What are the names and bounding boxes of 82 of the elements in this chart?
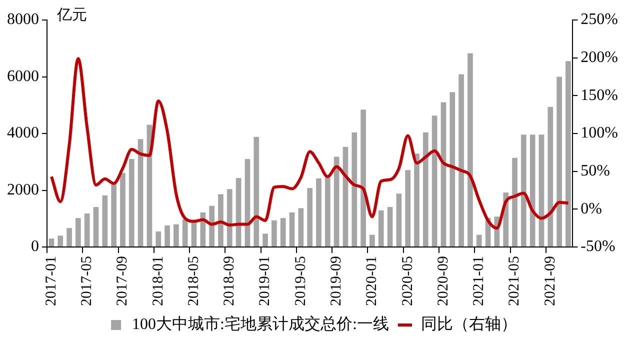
bar: [244, 159, 250, 247]
bar: [298, 208, 304, 247]
bar: [280, 218, 286, 247]
y-tick-label: 8000: [7, 11, 39, 28]
bar: [156, 231, 162, 247]
x-tick-label: 2019-05: [292, 256, 309, 306]
bar: [66, 228, 72, 247]
bar: [476, 234, 482, 247]
bar: [387, 206, 393, 247]
x-tick-label: 2017-05: [79, 256, 96, 306]
bar: [405, 170, 411, 247]
bar: [182, 219, 188, 247]
bar: [450, 92, 456, 247]
bar: [84, 214, 90, 247]
y-tick-label: 2000: [7, 181, 39, 198]
x-tick-label: 2017-01: [43, 256, 60, 306]
bar: [324, 178, 330, 247]
bar: [254, 136, 260, 247]
y2-tick-label: 250%: [580, 11, 618, 28]
bar: [218, 194, 224, 247]
x-tick-label: 2020-05: [400, 256, 416, 306]
x-tick-label: 2019-01: [257, 256, 274, 306]
y2-tick-label: -50%: [580, 238, 616, 256]
bar: [512, 158, 518, 247]
bar: [93, 206, 99, 247]
x-tick-label: 2019-09: [328, 256, 345, 306]
bar: [111, 184, 116, 247]
x-tick-label: 2021-05: [506, 256, 523, 306]
bar: [272, 220, 277, 247]
x-tick-label: 2017-09: [114, 256, 131, 306]
bar: [556, 76, 562, 247]
bar: [440, 102, 446, 247]
bar: [530, 134, 536, 247]
bar: [468, 53, 473, 247]
bar: [128, 159, 134, 247]
bar: [566, 61, 571, 247]
bar: [432, 116, 438, 247]
x-tick-label: 2021-01: [471, 256, 488, 306]
x-tick-label: 2021-09: [542, 256, 558, 306]
x-tick-label: 2018-09: [222, 256, 238, 306]
y-tick-label: 6000: [7, 68, 39, 85]
y2-tick-label: 150%: [580, 86, 618, 104]
bar: [209, 206, 214, 247]
bar: [76, 218, 81, 247]
bar: [174, 224, 179, 247]
bar: [396, 194, 402, 247]
bar: [458, 74, 464, 247]
bar: [262, 234, 268, 247]
x-tick-label: 2018-05: [186, 256, 202, 306]
bar: [422, 132, 428, 247]
bar: [316, 178, 322, 247]
bar: [360, 110, 366, 247]
x-tick-label: 2018-01: [150, 256, 166, 306]
bar: [226, 189, 232, 247]
bar: [164, 225, 170, 247]
bar: [414, 154, 420, 247]
y-tick-label: 4000: [7, 124, 39, 142]
bar: [48, 238, 54, 247]
bar: [370, 234, 375, 247]
bar: [120, 172, 126, 247]
bar: [191, 222, 197, 247]
line-series: [50, 57, 570, 230]
legend-label: 同比（右轴）: [420, 315, 517, 334]
y2-tick-label: 50%: [580, 162, 610, 180]
y-tick-label: 0: [31, 238, 39, 256]
y2-tick-label: 0%: [580, 200, 602, 218]
y2-tick-label: 100%: [580, 124, 618, 142]
bar: [58, 236, 64, 247]
bar: [352, 132, 358, 247]
y2-tick-label: 200%: [580, 49, 618, 66]
y-axis-title: 亿元: [56, 7, 87, 24]
x-tick-label: 2020-01: [364, 256, 380, 306]
bar: [289, 212, 295, 247]
bar: [378, 210, 384, 247]
bar: [548, 106, 554, 247]
bar: [538, 134, 544, 247]
bar: [138, 139, 144, 247]
bar: [307, 188, 313, 247]
bar: [102, 195, 108, 247]
legend-label: 100大中城市:宅地累计成交总价:一线: [132, 315, 389, 334]
bar: [520, 134, 526, 247]
x-tick-label: 2020-09: [435, 256, 452, 306]
